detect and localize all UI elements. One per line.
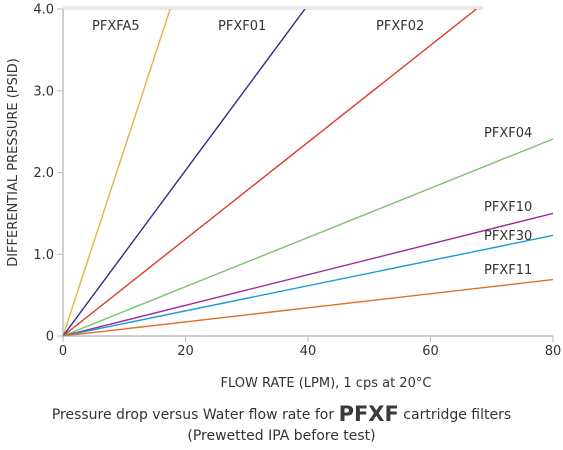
- x-tick-label: 80: [545, 344, 562, 359]
- series-label-pfxf30: PFXF30: [484, 229, 532, 244]
- series-line-pfxf04: [63, 138, 553, 336]
- chart-caption: Pressure drop versus Water flow rate for…: [0, 402, 563, 426]
- y-axis-title: DIFFERENTIAL PRESSURE (PSID): [6, 58, 21, 267]
- plot-top-band: [63, 6, 483, 10]
- caption-suffix: cartridge filters: [398, 407, 512, 423]
- series-label-pfxf10: PFXF10: [484, 200, 532, 215]
- y-tick-label: 2.0: [33, 166, 54, 181]
- y-tick-label: 3.0: [33, 84, 54, 99]
- y-tick-label: 1.0: [33, 248, 54, 263]
- series-label-pfxfa5: PFXFA5: [92, 19, 140, 34]
- series-line-pfxfa5: [63, 9, 171, 336]
- x-tick-label: 20: [177, 344, 194, 359]
- series-label-pfxf01: PFXF01: [218, 19, 266, 34]
- chart-caption-note: (Prewetted IPA before test): [187, 428, 376, 444]
- y-tick-label: 0: [46, 330, 54, 345]
- series-line-pfxf10: [63, 212, 553, 336]
- series-label-pfxf02: PFXF02: [376, 19, 424, 34]
- series-label-pfxf04: PFXF04: [484, 126, 532, 141]
- series-line-pfxf02: [63, 9, 477, 336]
- series-group: [63, 9, 553, 336]
- caption-prefix: Pressure drop versus Water flow rate for: [51, 407, 339, 423]
- series-line-pfxf30: [63, 234, 553, 336]
- caption-emphasis: PFXF: [338, 402, 399, 426]
- series-label-pfxf11: PFXF11: [484, 263, 532, 278]
- x-tick-label: 40: [300, 344, 317, 359]
- x-tick-label: 0: [59, 344, 67, 359]
- series-line-pfxf11: [63, 278, 553, 336]
- y-tick-label: 4.0: [33, 3, 54, 18]
- series-line-pfxf01: [63, 9, 306, 336]
- x-tick-label: 60: [422, 344, 439, 359]
- x-axis-title: FLOW RATE (LPM), 1 cps at 20°C: [221, 376, 432, 391]
- line-chart: 0 1.0 2.0 3.0 4.0 0 20 40 60 80 FLOW RATE (LPM), 1…: [6, 3, 562, 392]
